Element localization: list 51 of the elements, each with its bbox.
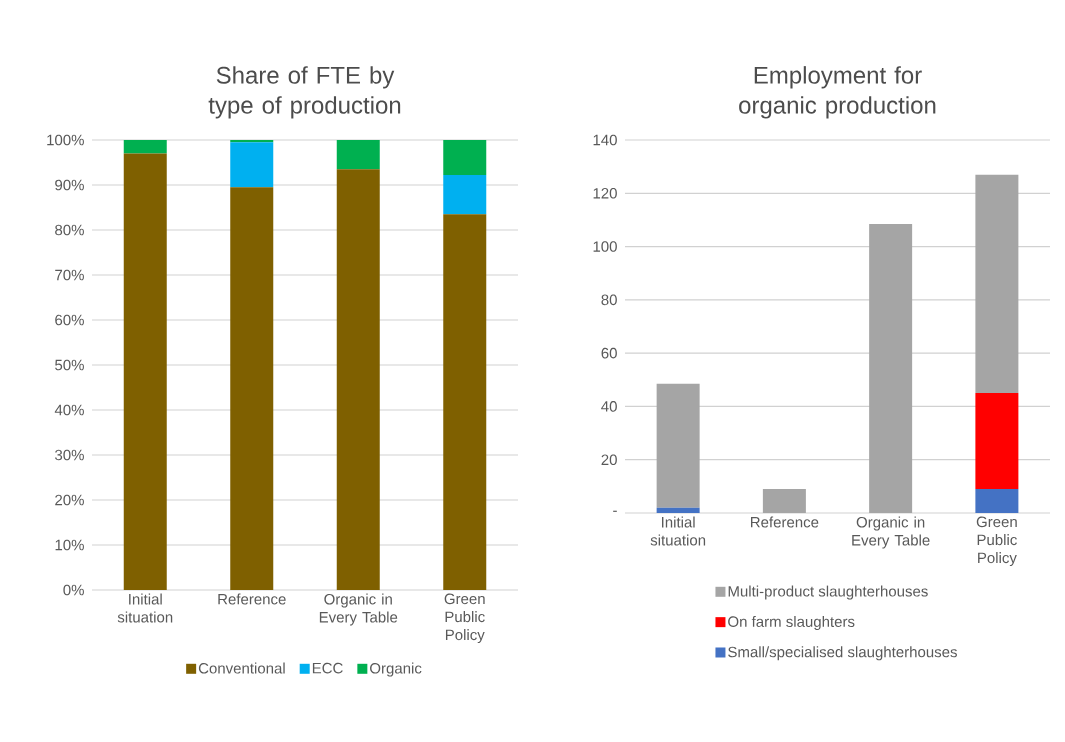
x-tick-label: Reference: [751, 516, 819, 528]
bar: [443, 175, 487, 215]
x-tick-label: Initial situation: [650, 516, 706, 546]
bar: [123, 140, 167, 154]
y-tick-label: 20%: [55, 494, 84, 506]
x-tick-label: Green Public Policy: [976, 516, 1017, 567]
bar: [336, 169, 380, 590]
y-tick-label: 120: [593, 187, 617, 199]
legend-label: Conventional: [198, 662, 285, 674]
bar: [975, 393, 1019, 490]
y-tick-label: 60%: [55, 314, 84, 326]
bar: [443, 140, 487, 176]
bar: [230, 142, 274, 188]
y-tick-label: 0%: [63, 584, 84, 596]
y-tick-label: 70%: [55, 269, 84, 281]
y-tick-label: 80: [601, 294, 617, 306]
bar: [656, 507, 700, 513]
bar: [975, 489, 1019, 513]
y-tick-label: -: [613, 510, 617, 512]
legend-label: Multi-product slaughterhouses: [728, 585, 928, 600]
legend-label: ECC: [312, 662, 343, 674]
y-tick-label: 40%: [54, 404, 84, 416]
chart-title: Employment for organic production: [739, 66, 936, 119]
x-tick-label: Organic in Every Table: [319, 593, 398, 626]
legend-label: Small/specialised slaughterhouses: [728, 646, 957, 661]
bar: [869, 223, 913, 513]
y-tick-label: 60: [601, 347, 617, 359]
x-tick-label: Organic in Every Table: [852, 516, 930, 549]
y-tick-label: 10%: [55, 539, 84, 551]
x-tick-label: Initial situation: [117, 593, 173, 623]
bar: [762, 489, 806, 513]
y-tick-label: 100: [593, 241, 617, 252]
y-tick-label: 20: [601, 454, 617, 466]
bar: [443, 214, 487, 590]
chart-title: Share of FTE by type of production: [208, 66, 401, 119]
bar: [123, 153, 167, 590]
y-tick-label: 90%: [55, 179, 84, 191]
bar: [975, 174, 1019, 394]
x-tick-label: Reference: [218, 593, 286, 605]
y-tick-label: 140: [593, 134, 617, 146]
y-tick-label: 40: [601, 401, 617, 412]
legend-label: On farm slaughters: [728, 615, 855, 630]
y-tick-label: 80%: [55, 224, 84, 236]
bar: [656, 383, 700, 508]
bar: [336, 140, 380, 170]
y-tick-label: 100%: [47, 134, 84, 146]
legend-label: Organic: [370, 662, 422, 677]
x-tick-label: Green Public Policy: [444, 593, 485, 644]
y-tick-label: 50%: [55, 359, 84, 371]
bar: [230, 187, 274, 590]
y-tick-label: 30%: [55, 449, 84, 461]
